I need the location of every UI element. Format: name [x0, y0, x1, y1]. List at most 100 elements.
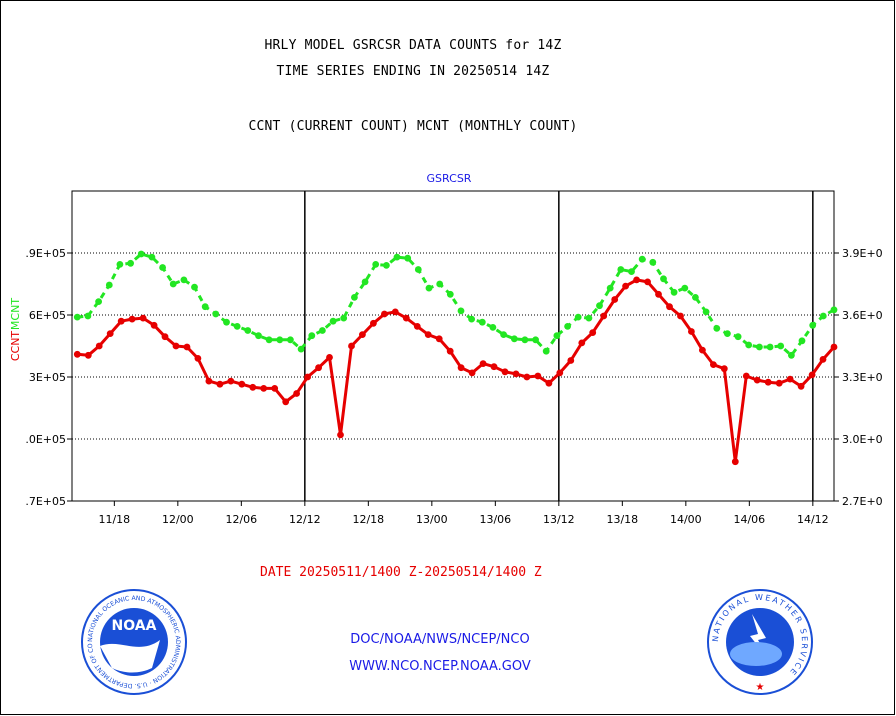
data-point-ccnt — [271, 385, 279, 392]
data-point-ccnt — [183, 343, 191, 351]
data-point-ccnt — [238, 380, 246, 388]
data-point-mcnt — [95, 298, 102, 305]
data-point-mcnt — [137, 250, 145, 258]
data-point-mcnt — [116, 261, 124, 268]
data-point-mcnt — [670, 288, 678, 296]
data-point-ccnt — [786, 375, 794, 383]
series-line-ccnt — [77, 278, 836, 464]
data-point-ccnt — [128, 315, 136, 323]
data-point-ccnt — [413, 323, 421, 330]
data-point-ccnt — [293, 390, 300, 397]
data-point-ccnt — [644, 278, 651, 286]
data-point-mcnt — [351, 294, 358, 301]
data-point-ccnt — [95, 342, 103, 350]
data-point-mcnt — [265, 336, 273, 344]
data-point-mcnt — [819, 312, 827, 320]
data-point-mcnt — [446, 290, 454, 298]
data-point-ccnt — [304, 373, 311, 381]
data-point-ccnt — [282, 398, 290, 406]
data-point-mcnt — [169, 280, 177, 288]
data-point-ccnt — [710, 361, 717, 368]
data-point-ccnt — [348, 342, 355, 350]
data-point-mcnt — [660, 275, 667, 283]
data-point-ccnt — [633, 276, 640, 284]
left-y-tick-label: .7E+05 — [25, 495, 66, 508]
data-point-mcnt — [255, 332, 262, 340]
data-point-ccnt — [370, 319, 377, 327]
left-y-tick-label: 3E+05 — [29, 371, 66, 384]
data-point-ccnt — [194, 355, 202, 362]
series-line-mcnt — [77, 252, 835, 357]
data-point-mcnt — [809, 321, 817, 329]
series-ccnt — [73, 276, 838, 466]
right-y-tick-label: 3.9E+0 — [842, 247, 883, 260]
data-point-mcnt — [574, 313, 582, 321]
right-y-tick-label: 3.6E+0 — [842, 309, 883, 322]
left-y-tick-label: 6E+05 — [29, 309, 66, 322]
data-point-ccnt — [534, 372, 542, 380]
right-y-tick-label: 2.7E+0 — [842, 495, 883, 508]
data-point-mcnt — [191, 283, 198, 291]
data-point-ccnt — [731, 458, 739, 466]
left-axis-label-group: CCNT MCNT — [9, 298, 22, 361]
data-point-mcnt — [500, 331, 507, 338]
data-point-mcnt — [734, 333, 742, 341]
x-tick-label: 12/12 — [289, 513, 321, 526]
data-point-ccnt — [589, 329, 597, 336]
data-point-ccnt — [326, 354, 333, 361]
data-point-mcnt — [478, 318, 486, 326]
data-point-mcnt — [713, 325, 721, 332]
data-point-ccnt — [666, 303, 673, 311]
data-point-ccnt — [337, 431, 344, 439]
x-tick-label: 12/06 — [225, 513, 257, 526]
data-point-mcnt — [638, 255, 646, 263]
data-point-ccnt — [216, 380, 224, 388]
data-point-ccnt — [468, 369, 476, 377]
noaa-logo-text: NOAA — [112, 618, 157, 634]
x-tick-label: 13/00 — [416, 513, 448, 526]
footer-agency-path: DOC/NOAA/NWS/NCEP/NCO — [350, 632, 530, 647]
data-point-mcnt — [414, 266, 422, 273]
plot-header-label: GSRCSR — [426, 172, 472, 185]
data-point-ccnt — [699, 346, 706, 354]
chart-title-line2: TIME SERIES ENDING IN 20250514 14Z — [276, 64, 550, 79]
data-point-mcnt — [457, 307, 465, 315]
data-point-mcnt — [319, 327, 326, 334]
data-point-ccnt — [249, 383, 257, 391]
data-point-mcnt — [159, 264, 167, 271]
data-point-ccnt — [315, 364, 322, 372]
data-point-mcnt — [361, 278, 369, 286]
data-point-ccnt — [150, 321, 158, 329]
data-point-ccnt — [808, 371, 816, 379]
data-point-mcnt — [766, 343, 774, 351]
data-point-mcnt — [212, 310, 220, 318]
nws-logo: NATIONAL WEATHER SERVICE ★ — [707, 589, 813, 695]
data-point-ccnt — [512, 370, 520, 378]
data-point-mcnt — [127, 259, 134, 267]
data-point-mcnt — [628, 268, 635, 275]
data-point-mcnt — [287, 336, 294, 344]
data-point-ccnt — [611, 296, 619, 303]
data-point-ccnt — [797, 382, 805, 390]
x-tick-label: 14/06 — [733, 513, 765, 526]
data-point-mcnt — [276, 336, 284, 344]
data-point-mcnt — [521, 336, 529, 344]
right-y-tick-label: 3.0E+0 — [842, 433, 883, 446]
data-point-ccnt — [567, 357, 575, 364]
data-point-ccnt — [600, 312, 608, 320]
data-point-mcnt — [244, 327, 252, 334]
data-point-ccnt — [205, 377, 213, 385]
data-point-mcnt — [510, 335, 518, 343]
data-point-ccnt — [545, 379, 553, 387]
data-point-ccnt — [402, 314, 410, 322]
data-point-mcnt — [788, 351, 795, 359]
data-point-ccnt — [523, 373, 531, 381]
data-point-ccnt — [764, 378, 772, 386]
data-point-ccnt — [578, 339, 586, 347]
data-point-mcnt — [84, 312, 92, 320]
data-point-mcnt — [756, 343, 763, 351]
data-point-ccnt — [435, 335, 443, 343]
